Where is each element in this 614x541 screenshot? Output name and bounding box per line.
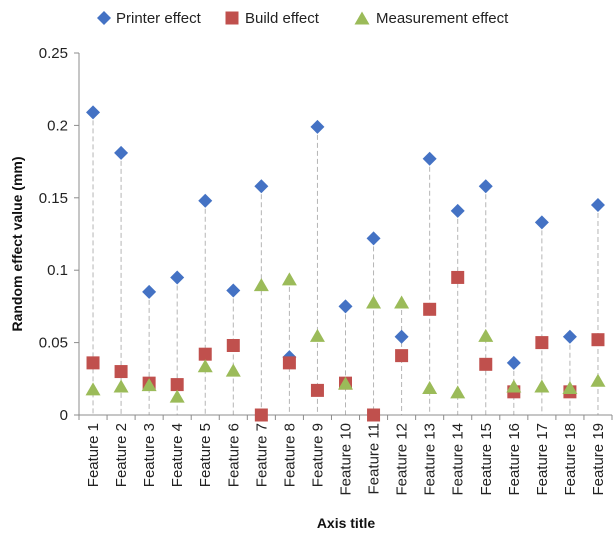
legend-measurement-effect-marker <box>354 11 370 25</box>
build-effect-point <box>395 349 409 363</box>
printer-effect-point <box>534 215 549 230</box>
measurement-effect-point <box>113 379 129 393</box>
build-effect-point <box>423 302 437 316</box>
printer-effect-point <box>114 145 129 160</box>
printer-effect-point <box>422 151 437 166</box>
printer-effect-point <box>338 299 353 314</box>
printer-effect-point <box>394 329 409 344</box>
y-tick-label: 0.15 <box>39 190 68 207</box>
legend: Printer effect Build effect Measurement ef… <box>97 10 509 27</box>
x-tick-label: Feature 17 <box>534 423 551 496</box>
printer-effect-point <box>226 283 241 298</box>
measurement-effect-point <box>309 328 325 342</box>
measurement-effect-point <box>422 380 438 394</box>
measurement-effect-point <box>197 359 213 373</box>
measurement-effect-point <box>281 272 297 286</box>
measurement-effect-point <box>338 376 353 390</box>
measurement-effect-point <box>562 380 578 394</box>
build-effect-point <box>86 356 100 370</box>
printer-effect-point <box>506 355 521 370</box>
measurement-effect-point <box>478 328 494 342</box>
build-effect-point <box>310 383 324 397</box>
build-effect-point <box>254 408 268 422</box>
build-effect-point <box>226 338 240 352</box>
x-tick-label: Feature 9 <box>309 423 326 487</box>
measurement-effect-point <box>85 382 101 396</box>
axes: 0 0.05 0.1 0.15 0.2 0.25 Feature 1 Feature 2 Fea… <box>39 45 613 496</box>
build-effect-point <box>282 356 296 370</box>
printer-effect-point <box>254 179 269 194</box>
y-axis-title: Random effect value (mm) <box>9 156 25 331</box>
y-tick-label: 0.1 <box>47 262 68 279</box>
build-effect-point <box>451 270 465 284</box>
build-effect-point <box>591 333 605 347</box>
data-marks <box>85 105 606 422</box>
x-tick-label: Feature 3 <box>141 423 158 487</box>
x-tick-label: Feature 19 <box>590 423 607 496</box>
x-tick-label: Feature 1 <box>85 423 102 487</box>
build-effect-point <box>535 336 549 350</box>
legend-printer-effect-marker <box>97 11 111 25</box>
printer-effect-point <box>170 270 185 285</box>
build-effect-point <box>479 357 493 371</box>
legend-measurement-effect-label: Measurement effect <box>376 10 509 27</box>
x-tick-label: Feature 16 <box>506 423 523 496</box>
y-tick-label: 0.2 <box>47 117 68 134</box>
printer-effect-point <box>562 329 577 344</box>
printer-effect-point <box>366 231 381 246</box>
x-tick-label: Feature 6 <box>225 423 242 487</box>
x-tick-label: Feature 18 <box>562 423 579 496</box>
x-tick-label: Feature 10 <box>338 423 355 496</box>
printer-effect-point <box>590 198 605 213</box>
printer-effect-point <box>450 203 465 218</box>
legend-build-effect-label: Build effect <box>245 10 320 27</box>
measurement-effect-point <box>590 373 606 387</box>
y-tick-label: 0.25 <box>39 45 68 62</box>
y-tick-label: 0.05 <box>39 335 68 352</box>
x-tick-label: Feature 4 <box>169 423 186 487</box>
drop-lines <box>92 112 599 415</box>
build-effect-point <box>170 378 184 392</box>
y-tick-label: 0 <box>60 407 68 424</box>
printer-effect-point <box>198 193 213 208</box>
legend-printer-effect-label: Printer effect <box>116 10 202 27</box>
legend-build-effect-marker <box>225 11 239 25</box>
measurement-effect-point <box>253 278 269 292</box>
build-effect-point <box>367 408 381 422</box>
x-tick-label: Feature 13 <box>422 423 439 496</box>
measurement-effect-point <box>450 385 466 399</box>
x-axis-title: Axis title <box>317 515 376 531</box>
measurement-effect-point <box>506 379 522 393</box>
printer-effect-point <box>86 105 101 120</box>
build-effect-point <box>198 347 212 361</box>
build-effect-point <box>114 365 128 379</box>
x-tick-label: Feature 14 <box>450 423 467 496</box>
measurement-effect-point <box>169 389 185 403</box>
printer-effect-point <box>478 179 493 194</box>
measurement-effect-point <box>394 295 410 309</box>
x-tick-label: Feature 8 <box>281 423 298 487</box>
measurement-effect-point <box>225 363 241 377</box>
measurement-effect-point <box>141 378 157 392</box>
x-tick-label: Feature 12 <box>394 423 411 496</box>
x-tick-label: Feature 15 <box>478 423 495 496</box>
measurement-effect-point <box>534 379 550 393</box>
x-tick-label: Feature 11 <box>366 423 383 494</box>
printer-effect-point <box>142 284 157 299</box>
printer-effect-point <box>310 119 325 134</box>
x-tick-label: Feature 2 <box>113 423 130 487</box>
measurement-effect-point <box>366 295 382 309</box>
x-tick-label: Feature 5 <box>197 423 214 487</box>
x-tick-label: Feature 7 <box>253 423 270 487</box>
